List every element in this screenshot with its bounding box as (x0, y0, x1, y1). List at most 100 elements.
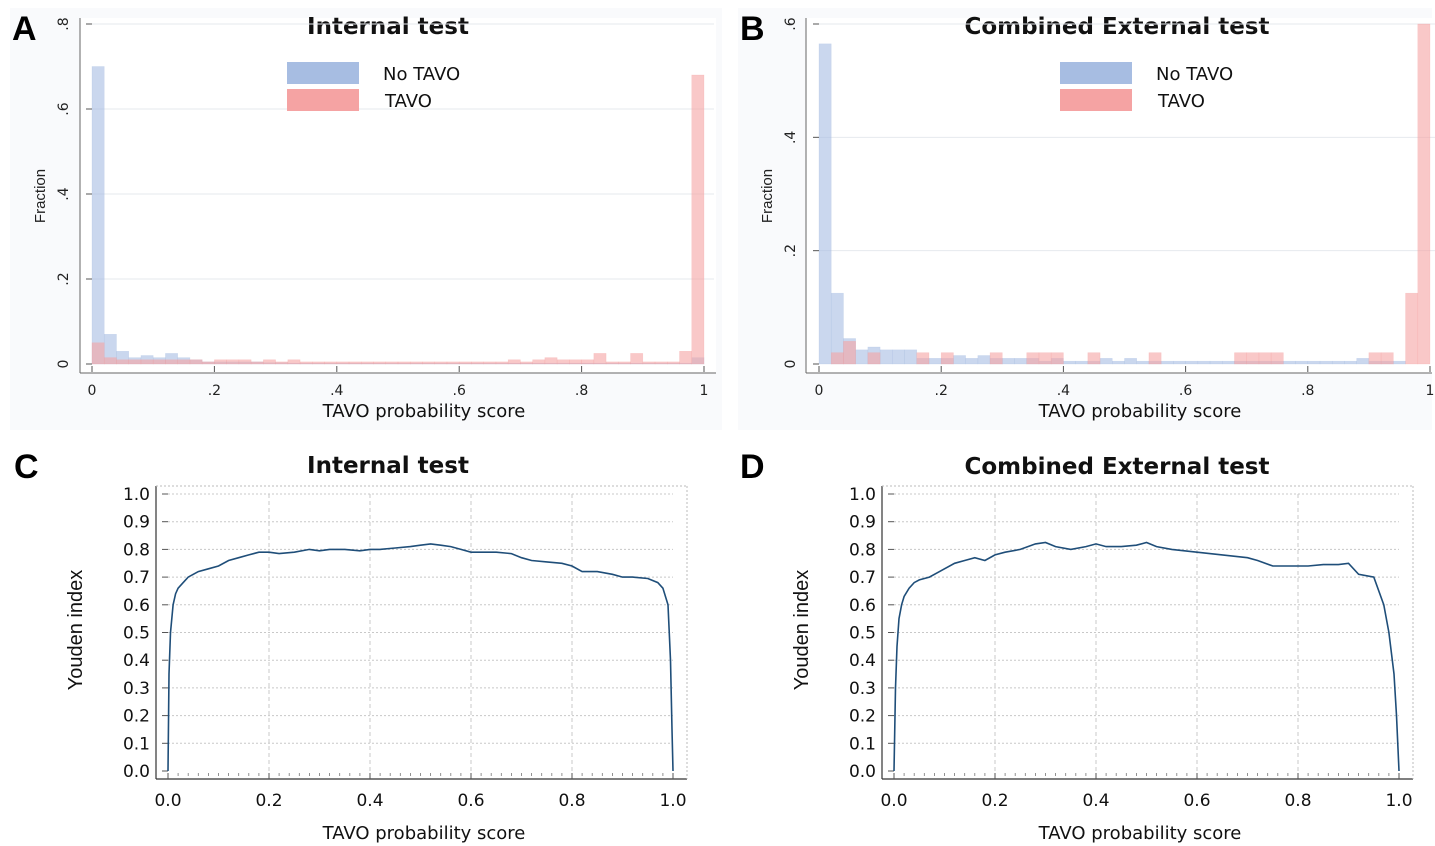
a-bar-tavo (642, 361, 656, 365)
b-bar-no-tavo (1319, 360, 1333, 365)
b-bar-tavo (1270, 352, 1284, 365)
a-bar-tavo (654, 361, 668, 365)
a-bar-tavo (201, 361, 215, 365)
a-x-tick-label: .2 (208, 383, 221, 399)
c-y-tick-label: 0.5 (123, 624, 150, 644)
a-x-tick-label: 0 (88, 383, 97, 399)
a-bar-tavo (299, 361, 313, 365)
panel-d: D Combined External test TAVO probabilit… (740, 448, 1414, 844)
d-x-tick-label: 0.4 (1082, 791, 1109, 811)
panel-letter-c: C (14, 448, 39, 486)
panel-d-grid (894, 493, 1399, 771)
b-bar-no-tavo (1295, 360, 1309, 365)
panel-a-y-axis-label: Fraction (32, 169, 49, 223)
panel-d-line (893, 541, 1400, 772)
b-bar-tavo (843, 341, 856, 365)
panel-letter-d: D (740, 448, 765, 486)
a-bar-tavo (361, 361, 374, 365)
panel-a-axes (79, 18, 716, 374)
b-bar-tavo (1234, 352, 1247, 365)
b-bar-tavo (1246, 352, 1260, 365)
legend-swatch-tavo (1060, 89, 1132, 111)
b-y-tick-label: .6 (783, 17, 799, 30)
b-bar-tavo (1405, 292, 1419, 365)
c-y-tick-label: 0.2 (123, 707, 150, 727)
a-bar-tavo (556, 359, 570, 365)
b-bar-no-tavo (977, 355, 991, 365)
c-y-tick-label: 0.3 (123, 679, 150, 699)
c-y-tick-label: 0.7 (123, 568, 150, 588)
a-x-tick-label: .6 (453, 383, 466, 399)
panel-c-title: Internal test (307, 453, 469, 479)
a-bar-tavo (287, 359, 301, 365)
a-bar-tavo (226, 359, 240, 365)
a-bar-tavo (177, 359, 191, 365)
a-bar-tavo (630, 353, 644, 365)
a-bar-tavo (397, 361, 411, 365)
panel-b-legend: No TAVO TAVO (1060, 62, 1233, 112)
panel-b-x-axis-label: TAVO probability score (1038, 401, 1242, 422)
a-bar-tavo (385, 361, 399, 365)
b-bar-tavo (1380, 352, 1394, 365)
b-bar-no-tavo (928, 358, 942, 365)
b-bar-no-tavo (1075, 360, 1089, 365)
a-bar-tavo (238, 359, 252, 365)
c-youden-line (167, 543, 674, 772)
panel-b-grid (819, 23, 1435, 252)
c-y-tick-label: 0.6 (123, 596, 150, 616)
d-x-tick-label: 0.0 (880, 791, 907, 811)
panel-d-y-axis-label: Youden index (791, 570, 813, 691)
a-bar-tavo (165, 359, 178, 365)
b-bar-no-tavo (1173, 360, 1186, 365)
a-bar-tavo (214, 359, 227, 365)
panel-a-plot-area (80, 18, 716, 373)
a-bar-tavo (128, 359, 142, 365)
d-y-tick-label: 0.0 (849, 762, 876, 782)
c-x-tick-label: 0.2 (255, 791, 282, 811)
a-bar-tavo (152, 359, 166, 365)
panel-b-bars (818, 23, 1431, 365)
a-bar-tavo (446, 361, 460, 365)
panel-a-grid (92, 23, 714, 280)
panel-letter-b: B (740, 10, 765, 48)
a-bar-tavo (507, 359, 521, 365)
d-y-tick-label: 0.2 (849, 707, 876, 727)
c-x-tick-label: 0.4 (356, 791, 383, 811)
legend-swatch-no-tavo (287, 62, 359, 84)
panel-d-axes (881, 485, 1414, 780)
b-bar-tavo (1368, 352, 1382, 365)
c-y-tick-label: 0.1 (123, 734, 150, 754)
legend-label-tavo: TAVO (384, 91, 432, 112)
panel-a-bars (91, 66, 705, 365)
legend-label-tavo: TAVO (1157, 91, 1205, 112)
panel-c-grid (168, 493, 673, 771)
d-y-tick-label: 0.8 (849, 540, 876, 560)
d-x-tick-label: 1.0 (1385, 791, 1412, 811)
d-x-tick-label: 0.2 (981, 791, 1008, 811)
c-x-tick-label: 1.0 (659, 791, 686, 811)
a-bar-tavo (618, 361, 631, 365)
panel-a-ticks: 0 .2 .4 .6 .8 0 .2 .4 .6 .8 1 (56, 17, 708, 399)
b-bar-tavo (916, 352, 930, 365)
b-bar-no-tavo (1209, 360, 1223, 365)
b-bar-tavo (989, 352, 1003, 365)
d-x-tick-label: 0.6 (1183, 791, 1210, 811)
legend-label-no-tavo: No TAVO (383, 64, 460, 85)
b-bar-tavo (867, 352, 881, 365)
panel-c: C Internal test TAVO probability score Y… (14, 448, 688, 844)
panel-c-line (167, 543, 674, 772)
b-bar-no-tavo (1136, 360, 1150, 365)
a-bar-tavo (679, 351, 693, 365)
a-x-tick-label: 1 (700, 383, 709, 399)
a-bar-tavo (691, 74, 705, 365)
a-bar-tavo (483, 361, 497, 365)
d-x-tick-label: 0.8 (1284, 791, 1311, 811)
a-bar-tavo (605, 361, 619, 365)
panel-d-title: Combined External test (965, 454, 1270, 480)
c-x-tick-label: 0.6 (457, 791, 484, 811)
panel-b-axes (805, 18, 1432, 374)
b-bar-no-tavo (1063, 360, 1076, 365)
a-bar-tavo (569, 359, 582, 365)
b-x-tick-label: 1 (1426, 383, 1435, 399)
